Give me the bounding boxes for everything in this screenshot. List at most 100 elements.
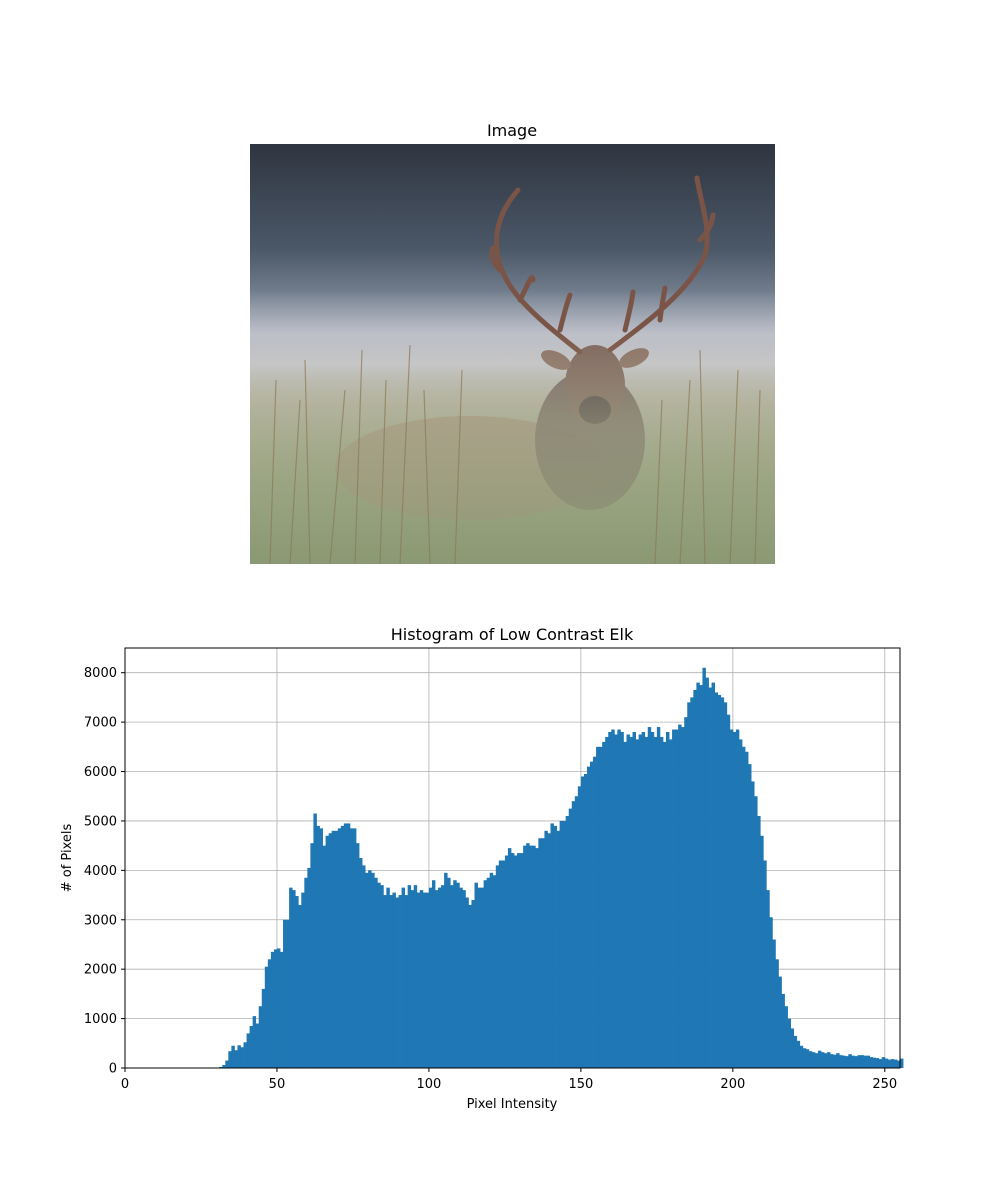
histogram-bar	[483, 880, 488, 1068]
histogram-bar	[286, 919, 290, 1068]
x-tick-label: 250	[872, 1077, 897, 1092]
histogram-bar	[778, 976, 782, 1068]
histogram-bar	[845, 1056, 849, 1068]
histogram-bar	[547, 833, 551, 1068]
histogram-bar	[504, 855, 509, 1068]
histogram-bar	[723, 702, 728, 1068]
histogram-bar	[292, 890, 296, 1068]
x-tick-label: 200	[720, 1077, 745, 1092]
y-tick-label: 5000	[84, 814, 117, 829]
x-tick-label: 0	[121, 1077, 129, 1092]
histogram-bar	[857, 1055, 861, 1068]
histogram-bar	[374, 877, 378, 1068]
histogram-bar	[301, 892, 305, 1068]
histogram-bar	[757, 816, 761, 1068]
histogram-bar	[486, 877, 491, 1068]
histogram-bar	[635, 739, 640, 1068]
histogram-bar	[398, 895, 402, 1068]
histogram-bar	[556, 830, 561, 1068]
histogram-bar	[392, 892, 396, 1068]
histogram-bar	[890, 1059, 895, 1068]
histogram-bar	[362, 865, 366, 1068]
histogram-bar	[258, 1006, 263, 1068]
histogram-bar	[489, 872, 494, 1068]
histogram-bar	[450, 885, 454, 1068]
histogram-bar	[869, 1057, 874, 1068]
histogram-bar	[687, 702, 691, 1068]
elk-photo	[250, 144, 775, 564]
histogram-bar	[577, 786, 582, 1068]
histogram-bar	[738, 739, 743, 1068]
histogram-bar	[368, 870, 372, 1068]
histogram-bar	[887, 1059, 892, 1068]
histogram-bar	[225, 1060, 229, 1068]
histogram-bar	[790, 1028, 795, 1068]
histogram-bar	[325, 835, 330, 1068]
histogram-bar	[474, 882, 478, 1068]
x-tick-label: 50	[269, 1077, 286, 1092]
histogram-bar	[313, 813, 317, 1068]
histogram-bar	[240, 1047, 244, 1068]
histogram-bar	[304, 877, 308, 1068]
histogram-bar	[346, 823, 351, 1068]
histogram-bar	[614, 734, 618, 1068]
histogram-bar	[529, 845, 533, 1068]
histogram-bar	[252, 1016, 257, 1068]
histogram-bar	[416, 892, 421, 1068]
histogram-bar	[647, 727, 652, 1068]
histogram-bar	[453, 880, 457, 1068]
histogram-bar	[568, 808, 573, 1068]
x-axis-ticks: 0 50 100 150 200 250	[121, 1068, 897, 1092]
histogram-bar	[273, 949, 278, 1068]
histogram-bar	[246, 1033, 251, 1068]
histogram-bar	[702, 667, 706, 1068]
histogram-bar	[848, 1054, 852, 1068]
x-tick-label: 150	[568, 1077, 593, 1092]
histogram-bar	[322, 845, 326, 1068]
histogram-bar	[510, 853, 515, 1068]
histogram-bar	[431, 880, 436, 1068]
y-tick-label: 0	[109, 1062, 117, 1077]
histogram-bar	[231, 1045, 235, 1068]
histogram-bar	[349, 828, 354, 1068]
y-tick-label: 2000	[84, 963, 117, 978]
histogram-bar	[608, 732, 612, 1068]
histogram-bar	[596, 746, 600, 1068]
histogram-bar	[811, 1052, 816, 1068]
histogram-bar	[583, 774, 588, 1068]
histogram-bar	[538, 838, 542, 1068]
histogram-bar	[550, 823, 554, 1068]
histogram-bar	[854, 1056, 858, 1068]
histogram-bar	[465, 897, 469, 1068]
histogram-bar	[796, 1040, 801, 1068]
histogram-bar	[824, 1053, 828, 1068]
histogram-bar	[763, 860, 767, 1068]
histogram-bar	[352, 828, 357, 1068]
histogram-bar	[410, 890, 415, 1068]
histogram-bar	[395, 897, 399, 1068]
histogram-bar	[799, 1045, 804, 1068]
histogram-bar	[526, 843, 530, 1068]
histogram-bar	[401, 887, 406, 1068]
histogram-bar	[599, 746, 603, 1068]
histogram-bar	[249, 1026, 254, 1068]
histogram-bar	[699, 685, 703, 1068]
histogram-bar	[471, 900, 475, 1068]
histogram-bar	[480, 887, 485, 1068]
histogram-bar	[586, 766, 591, 1068]
histogram-bar	[745, 751, 749, 1068]
histogram-bar	[617, 729, 621, 1068]
histogram-bar	[255, 1023, 260, 1068]
histogram-bar	[620, 732, 624, 1068]
histogram-bar	[732, 732, 737, 1068]
x-tick-label: 100	[417, 1077, 442, 1092]
histogram-bar	[523, 845, 527, 1068]
histogram-bars	[219, 667, 904, 1068]
histogram-bar	[459, 887, 463, 1068]
histogram-bar	[234, 1050, 238, 1068]
histogram-bar	[517, 853, 521, 1068]
histogram-bar	[541, 838, 545, 1068]
histogram-bar	[462, 890, 466, 1068]
histogram-bar	[629, 736, 633, 1068]
histogram-bar	[261, 988, 266, 1068]
